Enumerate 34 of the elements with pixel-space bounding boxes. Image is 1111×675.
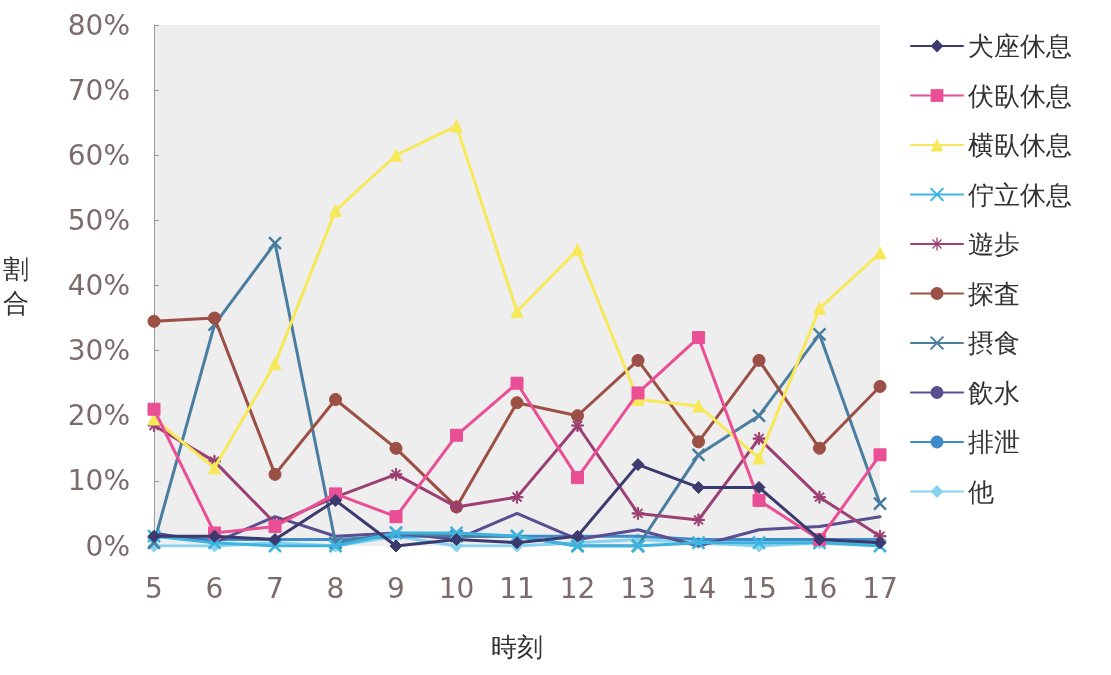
y-axis-title: 割合: [3, 253, 29, 318]
legend-label: 横臥休息: [968, 130, 1072, 160]
legend-label: 飲水: [968, 377, 1020, 408]
x-tick-label: 12: [559, 571, 596, 605]
x-tick-label: 17: [862, 571, 898, 605]
legend-label: 探査: [968, 278, 1020, 309]
legend-label: 遊歩: [968, 229, 1020, 259]
x-tick-label: 13: [620, 571, 656, 605]
x-tick-label: 7: [266, 571, 284, 605]
y-tick-label: 40%: [67, 269, 130, 302]
legend-label: 佇立休息: [968, 179, 1072, 210]
x-tick-label: 6: [205, 571, 224, 605]
y-tick-label: 30%: [67, 334, 130, 368]
x-tick-label: 10: [438, 571, 475, 605]
x-tick-label: 11: [499, 571, 535, 605]
legend-label: 伏臥休息: [968, 80, 1072, 111]
legend-label: 他: [968, 476, 994, 507]
y-tick-label: 70%: [67, 73, 130, 107]
x-tick-label: 16: [801, 571, 838, 605]
legend-label: 犬座休息: [968, 31, 1072, 61]
x-tick-label: 14: [680, 571, 717, 605]
x-tick-label: 8: [326, 571, 345, 605]
y-tick-label: 60%: [67, 138, 130, 172]
x-tick-label: 15: [741, 571, 777, 605]
y-tick-label: 10%: [67, 464, 130, 498]
y-tick-label: 50%: [67, 203, 130, 237]
legend-label: 摂食: [968, 328, 1020, 358]
x-axis-title: 時刻: [491, 632, 543, 662]
x-tick-label: 5: [145, 571, 163, 605]
legend-label: 排泄: [968, 427, 1020, 457]
x-tick-label: 9: [387, 571, 405, 605]
y-tick-label: 20%: [67, 399, 130, 433]
y-tick-label: 80%: [67, 8, 130, 42]
y-tick-label: 0%: [85, 529, 130, 563]
